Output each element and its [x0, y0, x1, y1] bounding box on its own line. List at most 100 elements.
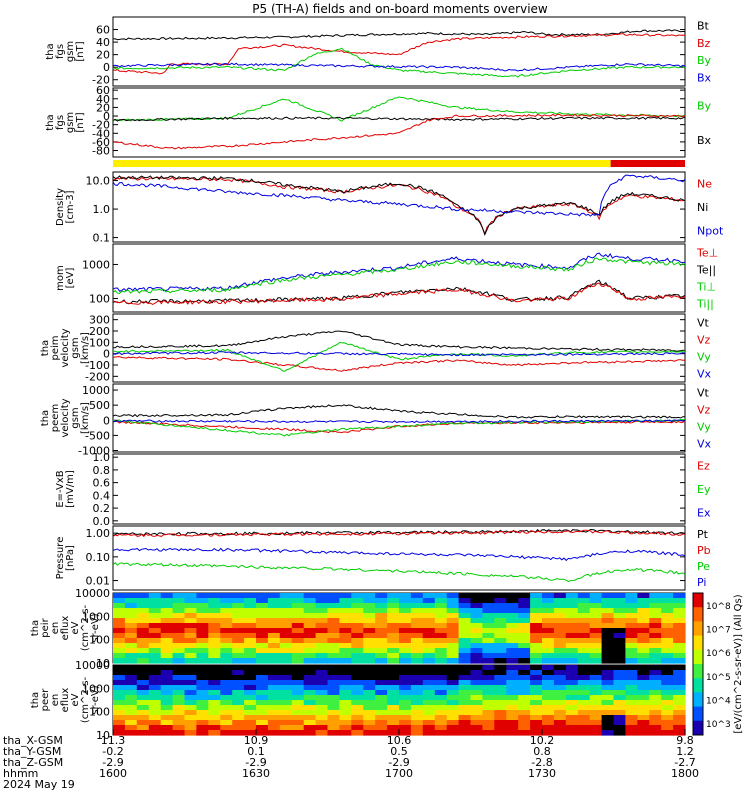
spectrogram-cell [673, 695, 686, 701]
spectrogram-cell [113, 720, 126, 726]
spectrogram-cell [363, 648, 376, 654]
spectrogram-cell [649, 648, 662, 654]
spectrogram-cell [458, 665, 472, 671]
spectrogram-cell [565, 720, 579, 726]
panel-frame [112, 243, 686, 313]
spectrogram-cell [184, 608, 197, 614]
spectrogram-cell [565, 613, 579, 619]
colorbar-segment [693, 635, 703, 651]
spectrogram-cell [208, 643, 221, 649]
spectrogram-cell [553, 603, 567, 609]
spectrogram-cell [208, 685, 221, 691]
spectrogram-cell [649, 623, 662, 629]
spectrogram-cell [530, 593, 543, 599]
spectrogram-cell [625, 685, 638, 691]
spectrogram-cell [267, 638, 281, 644]
y-axis-label: (cm^2-s- [80, 676, 91, 723]
spectrogram-cell [649, 643, 662, 649]
spectrogram-cell [113, 638, 126, 644]
spectrogram-cell [673, 658, 686, 664]
spectrogram-cell [482, 628, 495, 634]
spectrogram-cell [482, 670, 495, 676]
spectrogram-cell [542, 665, 555, 671]
spectrogram-cell [446, 685, 460, 691]
spectrogram-cell [637, 608, 650, 614]
spectrogram-cell [482, 633, 495, 639]
spectrogram-cell [470, 593, 483, 599]
series-line [112, 351, 686, 357]
spectrogram-cell [172, 608, 186, 614]
spectrogram-cell [482, 690, 495, 696]
spectrogram-cell [113, 653, 126, 659]
spectrogram-cell [148, 725, 162, 731]
spectrogram-cell [601, 680, 615, 686]
spectrogram-cell [387, 700, 400, 706]
spectrogram-cell [565, 690, 579, 696]
spectrogram-cell [387, 598, 400, 604]
legend-entry: Ez [697, 460, 710, 473]
spectrogram-cell [375, 675, 388, 681]
spectrogram-cell [244, 608, 257, 614]
spectrogram-cell [673, 618, 686, 624]
spectrogram-cell [506, 680, 519, 686]
spectrogram-cell [661, 670, 674, 676]
spectrogram-cell [279, 593, 293, 599]
spectrogram-cell [244, 638, 257, 644]
ephem-value: 1630 [242, 767, 270, 780]
spectrogram-cell [339, 670, 352, 676]
spectrogram-cell [315, 725, 329, 731]
spectrogram-cell [113, 705, 126, 711]
spectrogram-cell [208, 648, 221, 654]
spectrogram-cell [339, 665, 352, 671]
spectrogram-cell [351, 690, 364, 696]
spectrogram-cell [649, 675, 662, 681]
spectrogram-cell [208, 593, 221, 599]
colorbar-segment [693, 706, 703, 722]
spectrogram-cell [506, 730, 519, 736]
spectrogram-cell [256, 623, 269, 629]
spectrogram-cell [637, 648, 650, 654]
spectrogram-cell [256, 695, 269, 701]
spectrogram-cell [339, 653, 352, 659]
spectrogram-cell [351, 603, 364, 609]
spectrogram-cell [113, 648, 126, 654]
spectrogram-cell [124, 670, 138, 676]
y-tick-label: 0.6 [93, 477, 111, 490]
spectrogram-cell [196, 633, 209, 639]
spectrogram-cell [351, 608, 364, 614]
spectrogram-cell [399, 643, 412, 649]
spectrogram-cell [136, 638, 150, 644]
spectrogram-cell [208, 675, 221, 681]
legend-entry: Bt [697, 20, 710, 33]
spectrogram-cell [637, 710, 650, 716]
spectrogram-cell [291, 608, 305, 614]
spectrogram-cell [637, 680, 650, 686]
spectrogram-cell [136, 628, 150, 634]
spectrogram-cell [482, 653, 495, 659]
spectrogram-cell [291, 690, 305, 696]
spectrogram-cell [327, 648, 340, 654]
spectrogram-cell [387, 690, 400, 696]
spectrogram-cell [387, 725, 400, 731]
spectrogram-cell [232, 725, 245, 731]
spectrogram-cell [148, 695, 162, 701]
colorbar-segment [693, 678, 703, 693]
series-line [112, 252, 686, 293]
spectrogram-cell [279, 608, 293, 614]
spectrogram-cell [470, 608, 483, 614]
spectrogram-cell [649, 715, 662, 721]
spectrogram-cell [506, 608, 519, 614]
spectrogram-cell [399, 715, 412, 721]
spectrogram-cell [172, 670, 186, 676]
spectrogram-cell [113, 613, 126, 619]
spectrogram-cell [625, 643, 638, 649]
spectrogram-cell [172, 633, 186, 639]
spectrogram-cell [410, 628, 424, 634]
spectrogram-cell [184, 705, 197, 711]
spectrogram-cell [148, 633, 162, 639]
spectrogram-cell [482, 593, 495, 599]
spectrogram-cell [565, 680, 579, 686]
spectrogram-cell [446, 603, 460, 609]
colorbar-segment [693, 607, 703, 622]
spectrogram-cell [303, 628, 317, 634]
